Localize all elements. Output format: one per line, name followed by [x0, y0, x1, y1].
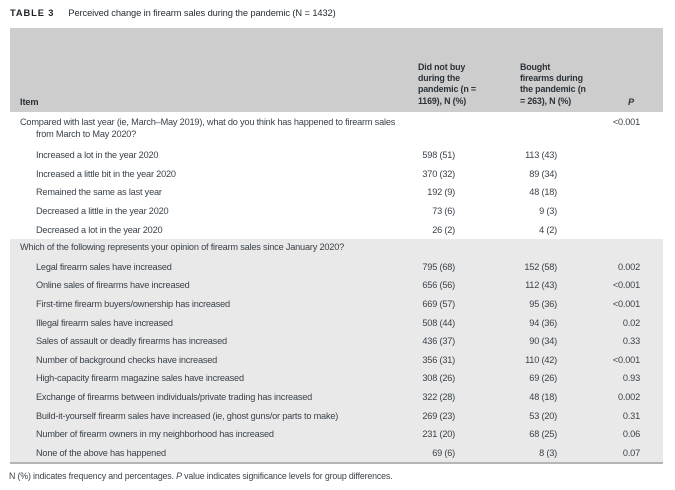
- data-table: Item Did not buy during the pandemic (n …: [10, 28, 663, 465]
- did-not-buy-cell: 795 (68): [422, 261, 455, 272]
- table-header-row: Item Did not buy during the pandemic (n …: [10, 28, 663, 112]
- did-not-buy-cell: 656 (56): [422, 280, 455, 291]
- question-row: Which of the following represents your o…: [10, 239, 663, 258]
- did-not-buy-cell: 322 (28): [422, 392, 455, 403]
- column-header-did-not-buy: Did not buy during the pandemic (n = 116…: [418, 61, 476, 106]
- table-row: High-capacity firearm magazine sales hav…: [10, 369, 663, 388]
- bought-cell: 4 (2): [539, 224, 557, 235]
- p-value-cell: <0.001: [612, 280, 640, 291]
- table-row: Remained the same as last year 192 (9) 4…: [10, 183, 663, 202]
- item-cell: Number of background checks have increas…: [36, 354, 218, 365]
- p-value-cell: 0.02: [622, 317, 640, 328]
- table-number-label: TABLE 3: [10, 8, 55, 18]
- table-caption: TABLE 3 Perceived change in firearm sales…: [10, 8, 336, 18]
- item-cell: Online sales of firearms have increased: [36, 280, 190, 291]
- table-row: Increased a little bit in the year 2020 …: [10, 165, 663, 184]
- did-not-buy-cell: 26 (2): [432, 224, 455, 235]
- table-row: Number of background checks have increas…: [10, 351, 663, 370]
- did-not-buy-cell: 69 (6): [432, 447, 455, 458]
- bought-cell: 90 (34): [529, 336, 557, 347]
- p-value-cell: 0.002: [618, 392, 640, 403]
- item-cell: Decreased a lot in the year 2020: [36, 224, 163, 235]
- table-section: Compared with last year (ie, March–May 2…: [10, 112, 663, 239]
- item-cell: Exchange of firearms between individuals…: [36, 392, 313, 403]
- did-not-buy-cell: 370 (32): [422, 168, 455, 179]
- item-cell: Increased a lot in the year 2020: [36, 150, 159, 161]
- table-footnote: N (%) indicates frequency and percentage…: [9, 471, 393, 481]
- p-value-cell: 0.06: [622, 429, 640, 440]
- bought-cell: 48 (18): [529, 392, 557, 403]
- did-not-buy-cell: 598 (51): [422, 150, 455, 161]
- bought-cell: 9 (3): [539, 206, 557, 217]
- footnote-p-symbol: P: [176, 471, 182, 481]
- bought-cell: 69 (26): [529, 373, 557, 384]
- question-row: Compared with last year (ie, March–May 2…: [10, 112, 663, 146]
- table-row: Build-it-yourself firearm sales have inc…: [10, 406, 663, 425]
- item-cell: Increased a little bit in the year 2020: [36, 168, 176, 179]
- p-value-cell: 0.31: [622, 410, 640, 421]
- table-row: First-time firearm buyers/ownership has …: [10, 295, 663, 314]
- bought-cell: 89 (34): [529, 168, 557, 179]
- table-section: Which of the following represents your o…: [10, 238, 663, 463]
- p-value-cell: 0.002: [618, 261, 640, 272]
- p-value-cell: <0.001: [612, 299, 640, 310]
- question-text: Which of the following represents your o…: [20, 242, 345, 253]
- item-cell: High-capacity firearm magazine sales hav…: [36, 373, 244, 384]
- question-text: Compared with last year (ie, March–May 2…: [20, 116, 396, 140]
- bought-cell: 8 (3): [539, 447, 557, 458]
- p-value-cell: <0.001: [612, 354, 640, 365]
- bought-cell: 53 (20): [529, 410, 557, 421]
- question-cell: Which of the following represents your o…: [10, 241, 557, 254]
- question-cell: Compared with last year (ie, March–May 2…: [10, 116, 557, 142]
- table-title-text: Perceived change in firearm sales during…: [68, 8, 336, 18]
- did-not-buy-cell: 508 (44): [422, 317, 455, 328]
- table-row: Increased a lot in the year 2020 598 (51…: [10, 146, 663, 165]
- table-row: Decreased a little in the year 2020 73 (…: [10, 202, 663, 221]
- bought-cell: 152 (58): [524, 261, 557, 272]
- did-not-buy-cell: 308 (26): [422, 373, 455, 384]
- item-cell: None of the above has happened: [36, 447, 166, 458]
- did-not-buy-cell: 231 (20): [422, 429, 455, 440]
- p-value-cell: 0.07: [622, 447, 640, 458]
- table-body: Compared with last year (ie, March–May 2…: [10, 112, 663, 463]
- did-not-buy-cell: 436 (37): [422, 336, 455, 347]
- item-cell: Remained the same as last year: [36, 187, 162, 198]
- table-row: Decreased a lot in the year 2020 26 (2) …: [10, 220, 663, 239]
- bought-cell: 110 (42): [525, 354, 557, 365]
- item-cell: Build-it-yourself firearm sales have inc…: [36, 410, 339, 421]
- bought-cell: 95 (36): [529, 299, 557, 310]
- did-not-buy-cell: 73 (6): [432, 206, 455, 217]
- did-not-buy-cell: 192 (9): [427, 187, 455, 198]
- table-row: Sales of assault or deadly firearms has …: [10, 332, 663, 351]
- bought-cell: 48 (18): [529, 187, 557, 198]
- did-not-buy-cell: 356 (31): [422, 354, 455, 365]
- bought-cell: 94 (36): [529, 317, 557, 328]
- footnote-text-2: value indicates significance levels for …: [181, 471, 393, 481]
- item-cell: Sales of assault or deadly firearms has …: [36, 336, 227, 347]
- item-cell: Number of firearm owners in my neighborh…: [36, 429, 274, 440]
- table-row: Online sales of firearms have increased …: [10, 276, 663, 295]
- did-not-buy-cell: 669 (57): [422, 299, 455, 310]
- bought-cell: 112 (43): [525, 280, 557, 291]
- item-cell: Legal firearm sales have increased: [36, 261, 172, 272]
- table-row: Illegal firearm sales have increased 508…: [10, 313, 663, 332]
- table-row: Legal firearm sales have increased 795 (…: [10, 258, 663, 277]
- item-cell: Illegal firearm sales have increased: [36, 317, 173, 328]
- column-header-item: Item: [20, 97, 39, 107]
- bought-cell: 68 (25): [529, 429, 557, 440]
- table-row: None of the above has happened 69 (6) 8 …: [10, 444, 663, 463]
- column-header-p-value: P: [628, 97, 635, 107]
- table-row: Exchange of firearms between individuals…: [10, 388, 663, 407]
- item-cell: Decreased a little in the year 2020: [36, 206, 169, 217]
- p-value-cell: 0.93: [622, 373, 640, 384]
- p-value-cell: 0.33: [622, 336, 640, 347]
- did-not-buy-cell: 269 (23): [422, 410, 455, 421]
- footnote-text: N (%) indicates frequency and percentage…: [9, 471, 177, 481]
- bought-cell: 113 (43): [525, 150, 557, 161]
- table-row: Number of firearm owners in my neighborh…: [10, 425, 663, 444]
- item-cell: First-time firearm buyers/ownership has …: [36, 299, 230, 310]
- p-value-cell: <0.001: [612, 116, 640, 127]
- column-header-bought: Bought firearms during the pandemic (n =…: [520, 61, 586, 106]
